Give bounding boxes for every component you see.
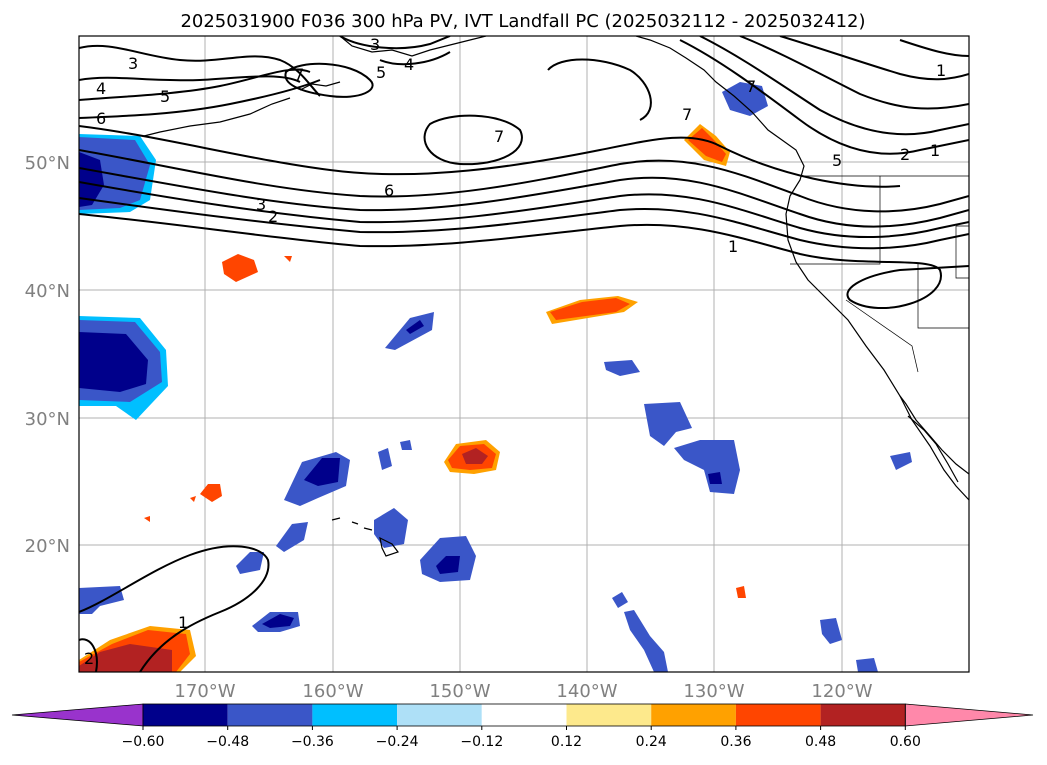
lat-label: 50°N	[25, 153, 70, 174]
contour-label: 4	[404, 55, 414, 74]
lon-label: 140°W	[556, 681, 617, 702]
contour-label: 2	[84, 649, 94, 668]
pv-contour-6	[79, 125, 901, 188]
contour-label: 3	[128, 54, 138, 73]
pos-blob-d	[200, 484, 222, 502]
colorbar-tick-label: 0.12	[551, 734, 582, 750]
contour-label: 5	[376, 63, 386, 82]
lat-label: 20°N	[25, 536, 70, 557]
contour-label: 1	[178, 613, 188, 632]
colorbar-segment	[651, 704, 736, 726]
colorbar-tick-label: 0.48	[805, 734, 836, 750]
pos-blob-a	[222, 254, 258, 282]
lat-label: 30°N	[25, 409, 70, 430]
neg-blob-w	[79, 316, 168, 420]
pv-contours	[79, 36, 969, 672]
map-background	[79, 36, 969, 672]
contour-label: 2	[268, 207, 278, 226]
lon-label: 170°W	[174, 681, 235, 702]
contour-label: 2	[900, 145, 910, 164]
contour-label: 3	[370, 35, 380, 54]
lon-label: 120°W	[811, 681, 872, 702]
baja-coast	[899, 395, 969, 475]
colorbar-segments	[11, 703, 1034, 727]
contour-label: 7	[494, 127, 504, 146]
neg-blob-b	[604, 360, 640, 376]
colorbar-extend-max	[904, 703, 1034, 727]
map-panel: 3 4 5 6 7 5 4 3 7 6 3 2 7 7 5 2 1 1 1 2	[78, 35, 970, 673]
contour-label: 5	[832, 151, 842, 170]
pv-contour-4-nw	[79, 75, 301, 83]
colorbar-segment	[143, 704, 228, 726]
na-coastline	[635, 36, 969, 501]
graticule	[79, 36, 969, 672]
neg-blob-j	[624, 610, 668, 672]
contour-label: 4	[96, 79, 106, 98]
pv-contour-3-nw	[79, 44, 321, 97]
colorbar-tick-label: −0.12	[460, 734, 503, 750]
pv-contour-2	[79, 197, 969, 250]
aleutian-chain	[143, 97, 291, 137]
contour-label: 7	[746, 77, 756, 96]
figure-title: 2025031900 F036 300 hPa PV, IVT Landfall…	[180, 11, 865, 32]
colorbar-segment	[312, 704, 398, 726]
contour-label: 7	[294, 65, 304, 84]
colorbar-segment	[820, 704, 906, 726]
lon-label: 130°W	[683, 681, 744, 702]
colorbar-extend-min	[11, 703, 144, 727]
pv-contour-3	[79, 181, 969, 238]
colorbar: −0.60 −0.48 −0.36 −0.24 −0.12 0.12 0.24 0.36 0.4…	[11, 703, 1034, 750]
contour-label: 3	[256, 195, 266, 214]
hawaii-islands	[379, 536, 399, 557]
political-borders	[790, 175, 969, 373]
pv-contour-1-sw	[79, 545, 270, 672]
pv-contour-4	[79, 167, 969, 228]
colorbar-tick-label: −0.24	[376, 734, 419, 750]
colorbar-tick-label: 0.24	[636, 734, 667, 750]
colorbar-segment	[397, 704, 482, 726]
colorbar-segment	[481, 704, 567, 726]
colorbar-segment	[735, 704, 821, 726]
contour-label: 6	[96, 109, 106, 128]
colorbar-tick-label: −0.60	[122, 734, 165, 750]
contour-label: 6	[384, 181, 394, 200]
alaska-coast	[339, 36, 487, 57]
contour-label: 5	[160, 87, 170, 106]
colorbar-tick-label: −0.48	[206, 734, 249, 750]
neg-blob-c	[644, 402, 692, 446]
neg-blob-f	[374, 508, 408, 548]
lon-label: 150°W	[429, 681, 490, 702]
pv-contour-7-north	[284, 62, 374, 98]
contour-label: 7	[682, 105, 692, 124]
colorbar-outline	[142, 703, 906, 727]
colorbar-tick-label: 0.36	[720, 734, 751, 750]
pv-contour-1	[79, 213, 969, 309]
colorbar-tick-label: −0.36	[291, 734, 334, 750]
pv-contour-7-center	[423, 114, 523, 166]
colorbar-ticks: −0.60 −0.48 −0.36 −0.24 −0.12 0.12 0.24 0.36 0.4…	[122, 726, 921, 750]
contour-label-group: 3 4 5 6 7 5 4 3 7 6 3 2 7 7 5 2 1 1 1 2	[84, 35, 946, 668]
colorbar-tick-label: 0.60	[890, 734, 921, 750]
coastlines	[143, 36, 969, 557]
contour-label: 1	[728, 237, 738, 256]
neg-blob-d	[674, 440, 740, 494]
contour-label: 1	[930, 141, 940, 160]
lat-label: 40°N	[25, 281, 70, 302]
map-border	[78, 35, 970, 673]
neg-blob-k	[722, 82, 768, 116]
colorbar-segment	[227, 704, 313, 726]
aleutian-coast	[299, 81, 341, 91]
contour-label: 1	[936, 61, 946, 80]
lon-label: 160°W	[302, 681, 363, 702]
colorbar-segment	[566, 704, 652, 726]
pv-contour-5	[79, 149, 969, 213]
axis-labels: 170°W 160°W 150°W 140°W 130°W 120°W 50°N…	[25, 153, 873, 702]
